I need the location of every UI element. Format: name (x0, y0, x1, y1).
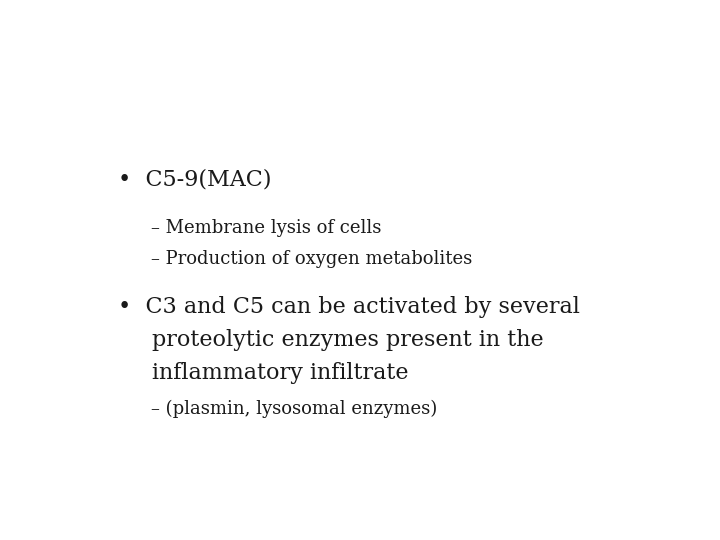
Text: proteolytic enzymes present in the: proteolytic enzymes present in the (153, 329, 544, 351)
Text: •  C3 and C5 can be activated by several: • C3 and C5 can be activated by several (118, 295, 580, 318)
Text: – Membrane lysis of cells: – Membrane lysis of cells (151, 219, 382, 237)
Text: – (plasmin, lysosomal enzymes): – (plasmin, lysosomal enzymes) (151, 400, 438, 418)
Text: inflammatory infiltrate: inflammatory infiltrate (153, 362, 409, 384)
Text: •  C5-9(MAC): • C5-9(MAC) (118, 168, 271, 191)
Text: – Production of oxygen metabolites: – Production of oxygen metabolites (151, 250, 472, 268)
